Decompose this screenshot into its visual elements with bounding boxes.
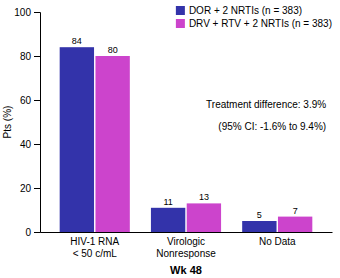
y-tick-mark <box>34 56 40 57</box>
bar <box>278 217 312 232</box>
annotation: (95% CI: -1.6% to 9.4%) <box>218 121 326 132</box>
data-label: 13 <box>199 192 209 202</box>
data-label: 80 <box>108 45 118 55</box>
legend-swatch <box>176 19 185 28</box>
legend-label: DOR + 2 NRTIs (n = 383) <box>189 5 302 16</box>
bar <box>187 203 221 232</box>
x-axis-title: Wk 48 <box>170 264 202 276</box>
y-tick-mark <box>34 188 40 189</box>
y-tick-mark <box>34 12 40 13</box>
x-tick-label: HIV-1 RNA< 50 c/mL <box>70 236 119 259</box>
y-tick-label: 60 <box>20 95 32 106</box>
annotations: Treatment difference: 3.9% (95% CI: -1.6%… <box>206 99 326 132</box>
y-tick-mark <box>34 100 40 101</box>
legend-swatch <box>176 6 185 15</box>
y-tick: 0 <box>25 227 40 238</box>
y-tick: 60 <box>20 95 40 106</box>
x-tick: HIV-1 RNA< 50 c/mL <box>70 236 119 259</box>
data-label: 11 <box>163 197 172 207</box>
y-tick-label: 20 <box>20 183 32 194</box>
bar <box>242 221 276 232</box>
x-tick-label: VirologicNonresponse <box>156 236 216 259</box>
bar <box>151 208 185 232</box>
y-axis-title: Pts (%) <box>2 106 13 139</box>
y-tick-label: 40 <box>20 139 32 150</box>
legend: DOR + 2 NRTIs (n = 383) DRV + RTV + 2 NRT… <box>176 5 332 29</box>
chart: 020406080100HIV-1 RNA< 50 c/mLVirologicN… <box>0 0 340 278</box>
annotation: Treatment difference: 3.9% <box>206 99 326 110</box>
y-tick-label: 100 <box>14 7 31 18</box>
y-tick: 100 <box>14 7 40 18</box>
y-tick-label: 80 <box>20 51 32 62</box>
x-tick-label-line: Virologic <box>167 236 205 247</box>
y-tick-mark <box>34 232 40 233</box>
bar <box>60 47 94 232</box>
bars <box>60 47 313 232</box>
y-tick-label: 0 <box>25 227 31 238</box>
y-tick-mark <box>34 144 40 145</box>
x-tick: VirologicNonresponse <box>156 236 216 259</box>
data-label: 5 <box>257 210 262 220</box>
y-tick: 40 <box>20 139 40 150</box>
data-label: 7 <box>293 206 298 216</box>
x-axis-line <box>41 232 333 233</box>
y-axis-line <box>34 13 41 233</box>
data-label: 84 <box>72 36 82 46</box>
legend-item: DRV + RTV + 2 NRTIs (n = 383) <box>176 18 332 29</box>
x-tick-label-line: No Data <box>259 236 296 247</box>
legend-label: DRV + RTV + 2 NRTIs (n = 383) <box>189 18 332 29</box>
x-tick: No Data <box>259 236 296 247</box>
y-tick: 80 <box>20 51 40 62</box>
plot: 020406080100HIV-1 RNA< 50 c/mLVirologicN… <box>2 5 333 276</box>
x-axis: HIV-1 RNA< 50 c/mLVirologicNonresponseNo… <box>41 233 333 259</box>
x-tick-label-line: < 50 c/mL <box>73 248 118 259</box>
y-axis: 0 20 40 60 80 100 <box>14 7 40 238</box>
x-tick-label: No Data <box>259 236 296 247</box>
bar <box>95 56 129 232</box>
legend-item: DOR + 2 NRTIs (n = 383) <box>176 5 302 16</box>
x-tick-label-line: Nonresponse <box>156 248 216 259</box>
x-tick-label-line: HIV-1 RNA <box>70 236 119 247</box>
y-tick: 20 <box>20 183 40 194</box>
